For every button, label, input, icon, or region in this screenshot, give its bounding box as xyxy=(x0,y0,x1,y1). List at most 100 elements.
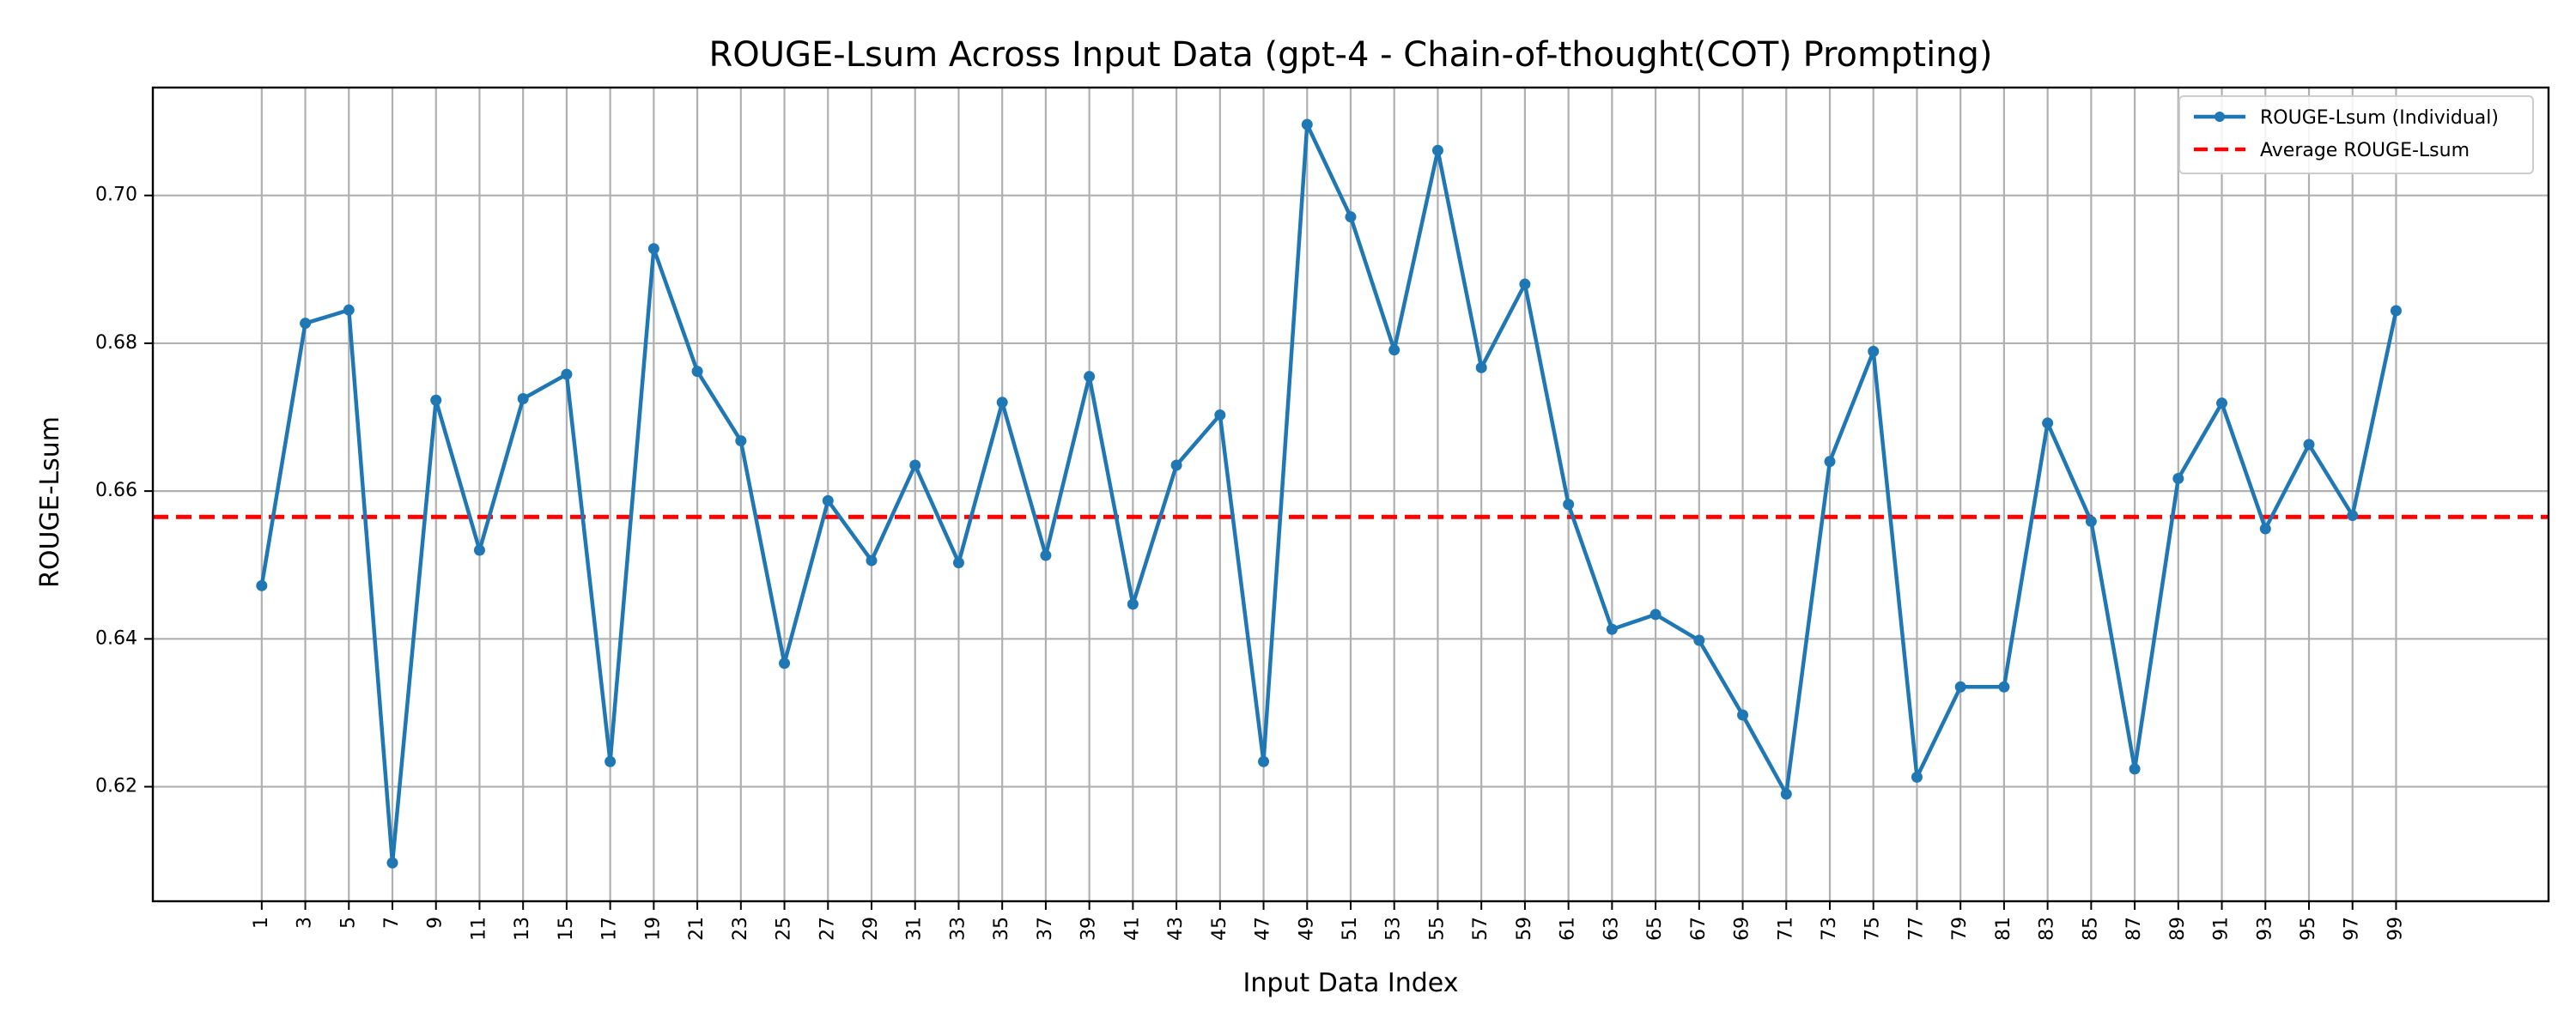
data-point xyxy=(1258,755,1270,767)
data-point xyxy=(1780,788,1792,800)
x-tick-label: 17 xyxy=(599,917,621,941)
x-tick-label: 21 xyxy=(686,917,708,941)
x-tick-label: 85 xyxy=(2080,917,2101,941)
x-tick-label: 11 xyxy=(468,917,489,941)
x-tick-label: 65 xyxy=(1644,917,1666,941)
x-tick-label: 59 xyxy=(1514,917,1535,941)
x-tick-label: 63 xyxy=(1601,917,1622,941)
data-point xyxy=(1345,211,1357,223)
data-point xyxy=(1868,345,1880,357)
data-point xyxy=(996,397,1008,409)
y-tick-label: 0.68 xyxy=(95,332,137,354)
legend: ROUGE-Lsum (Individual) Average ROUGE-Ls… xyxy=(2178,95,2534,174)
x-tick-label: 9 xyxy=(425,917,447,929)
x-tick-label: 73 xyxy=(1819,917,1840,941)
y-tick-label: 0.70 xyxy=(95,185,137,206)
data-point xyxy=(300,318,312,330)
data-point xyxy=(952,557,964,569)
data-point xyxy=(909,459,921,471)
data-point xyxy=(647,243,659,255)
data-point xyxy=(2085,515,2097,527)
legend-series-marker xyxy=(2215,112,2225,122)
data-point xyxy=(691,366,703,378)
x-tick-label: 27 xyxy=(817,917,838,941)
data-point xyxy=(1911,771,1923,783)
data-point xyxy=(1563,499,1575,511)
data-point xyxy=(1388,344,1400,356)
x-tick-label: 49 xyxy=(1296,917,1317,941)
data-point xyxy=(822,494,834,506)
data-point xyxy=(2172,472,2184,484)
data-point xyxy=(779,657,791,670)
x-tick-label: 97 xyxy=(2342,917,2363,941)
x-axis-label: Input Data Index xyxy=(1243,968,1459,998)
x-tick-label: 13 xyxy=(512,917,533,941)
x-tick-label: 55 xyxy=(1426,917,1448,941)
data-point xyxy=(256,579,268,591)
data-point xyxy=(2216,397,2228,409)
x-tick-label: 45 xyxy=(1209,917,1230,941)
series-layer xyxy=(256,118,2402,869)
data-point xyxy=(343,304,355,316)
data-point xyxy=(473,544,485,556)
x-tick-label: 61 xyxy=(1558,917,1579,941)
x-tick-label: 87 xyxy=(2123,917,2145,941)
chart-title: ROUGE-Lsum Across Input Data (gpt-4 - Ch… xyxy=(708,35,1992,75)
legend-label-individual: ROUGE-Lsum (Individual) xyxy=(2260,107,2499,129)
data-point xyxy=(1475,361,1487,373)
data-point xyxy=(1824,456,1836,468)
legend-label-average: Average ROUGE-Lsum xyxy=(2260,140,2470,161)
data-point xyxy=(2259,523,2271,535)
data-point xyxy=(1214,409,1226,421)
x-tick-label: 7 xyxy=(381,917,403,929)
x-tick-label: 25 xyxy=(774,917,795,941)
legend-box xyxy=(2178,95,2534,174)
x-tick-label: 95 xyxy=(2298,917,2319,941)
data-point xyxy=(735,435,747,447)
data-point xyxy=(1127,598,1139,610)
tick-layer: 1 3 5 7 9 11 13 15 17 19 21 23 25 27 29 31 33 35 37 39 41 43 4… xyxy=(95,185,2406,941)
x-tick-label: 79 xyxy=(1949,917,1971,941)
data-point xyxy=(2129,763,2141,775)
x-tick-label: 71 xyxy=(1775,917,1796,941)
x-tick-label: 35 xyxy=(991,917,1012,941)
data-point xyxy=(2390,305,2402,317)
x-tick-label: 77 xyxy=(1905,917,1927,941)
data-point xyxy=(866,554,878,566)
x-tick-label: 47 xyxy=(1253,917,1274,941)
y-tick-label: 0.62 xyxy=(95,776,137,797)
data-point xyxy=(2042,417,2054,429)
x-tick-label: 37 xyxy=(1035,917,1056,941)
x-tick-label: 39 xyxy=(1078,917,1100,941)
data-point xyxy=(2347,510,2359,522)
data-point xyxy=(1737,709,1749,721)
x-tick-label: 57 xyxy=(1470,917,1492,941)
data-point xyxy=(1040,549,1052,561)
x-tick-label: 41 xyxy=(1121,917,1143,941)
data-point xyxy=(1954,681,1966,693)
y-tick-label: 0.64 xyxy=(95,627,137,649)
x-tick-label: 91 xyxy=(2211,917,2233,941)
x-tick-label: 3 xyxy=(295,917,316,929)
data-point xyxy=(1519,278,1531,290)
y-axis-label: ROUGE-Lsum xyxy=(35,416,65,588)
x-tick-label: 67 xyxy=(1688,917,1710,941)
data-point xyxy=(517,392,529,404)
data-point xyxy=(386,857,398,869)
x-tick-label: 19 xyxy=(642,917,664,941)
x-tick-label: 81 xyxy=(1993,917,2014,941)
data-point xyxy=(561,368,573,380)
x-tick-label: 83 xyxy=(2037,917,2058,941)
data-point xyxy=(2303,439,2315,451)
data-point xyxy=(1998,681,2010,693)
x-tick-label: 89 xyxy=(2167,917,2189,941)
x-tick-label: 75 xyxy=(1862,917,1884,941)
data-point xyxy=(1606,623,1618,635)
x-tick-label: 15 xyxy=(556,917,577,941)
x-tick-label: 69 xyxy=(1732,917,1753,941)
data-point xyxy=(1170,459,1182,471)
data-point xyxy=(605,755,617,767)
series-line-individual xyxy=(259,122,2398,865)
